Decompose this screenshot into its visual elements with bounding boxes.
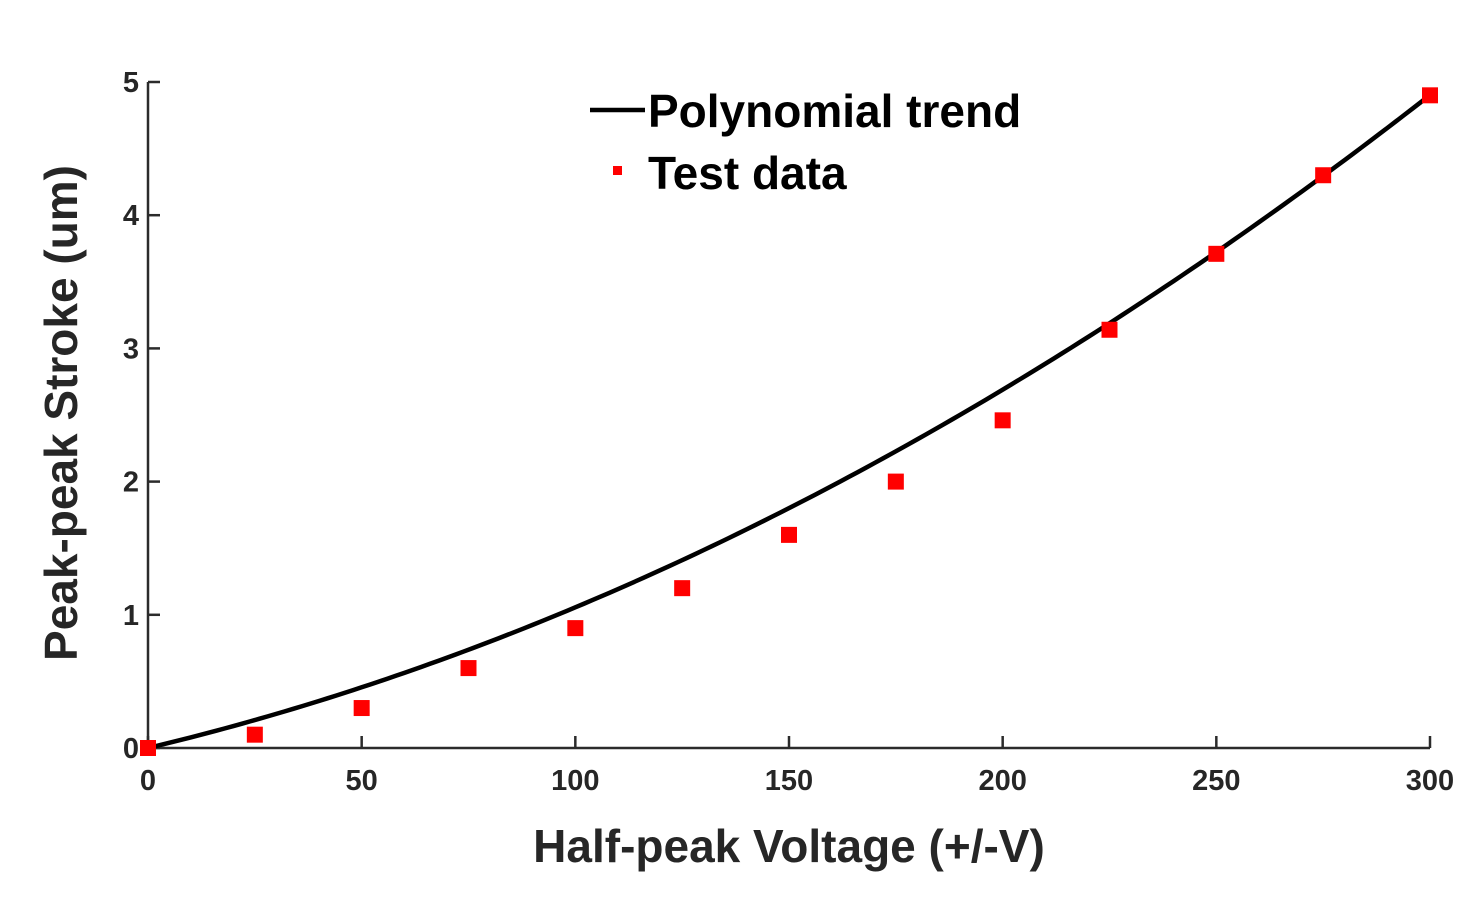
legend-label-polynomial-trend: Polynomial trend (648, 85, 1021, 137)
legend-label-test-data: Test data (648, 147, 847, 199)
y-tick-label-5: 5 (123, 67, 139, 99)
x-ticks: 0 50 100 150 200 250 300 (140, 736, 1454, 797)
x-tick-label-300: 300 (1406, 765, 1454, 797)
y-tick-label-4: 4 (123, 200, 139, 232)
data-point-6 (781, 526, 797, 543)
data-point-11 (1315, 167, 1332, 184)
legend-marker-swatch (613, 166, 622, 175)
x-tick-label-200: 200 (978, 765, 1026, 797)
y-ticks: 0 1 2 3 4 5 (123, 67, 160, 765)
data-point-12 (1422, 87, 1438, 104)
plot-area (140, 87, 1438, 756)
y-tick-label-3: 3 (123, 333, 139, 365)
data-point-4 (567, 620, 584, 637)
x-tick-label-100: 100 (551, 765, 599, 797)
x-tick-label-50: 50 (346, 765, 378, 797)
y-tick-label-0: 0 (123, 733, 139, 765)
data-point-10 (1208, 245, 1225, 262)
x-tick-label-0: 0 (140, 765, 156, 797)
data-point-8 (994, 412, 1011, 429)
data-point-1 (246, 726, 263, 743)
y-axis-title: Peak-peak Stroke (um) (35, 165, 87, 661)
y-tick-label-1: 1 (123, 600, 139, 632)
x-tick-label-250: 250 (1192, 765, 1240, 797)
data-point-2 (353, 700, 370, 717)
data-point-9 (1101, 321, 1118, 338)
y-tick-label-2: 2 (123, 467, 139, 499)
x-tick-label-150: 150 (765, 765, 813, 797)
data-point-5 (674, 580, 691, 597)
data-point-3 (460, 660, 477, 677)
x-axis-title: Half-peak Voltage (+/-V) (533, 820, 1045, 872)
data-point-0 (140, 740, 156, 756)
data-point-7 (887, 473, 904, 490)
legend: Polynomial trend Test data (590, 85, 1021, 199)
